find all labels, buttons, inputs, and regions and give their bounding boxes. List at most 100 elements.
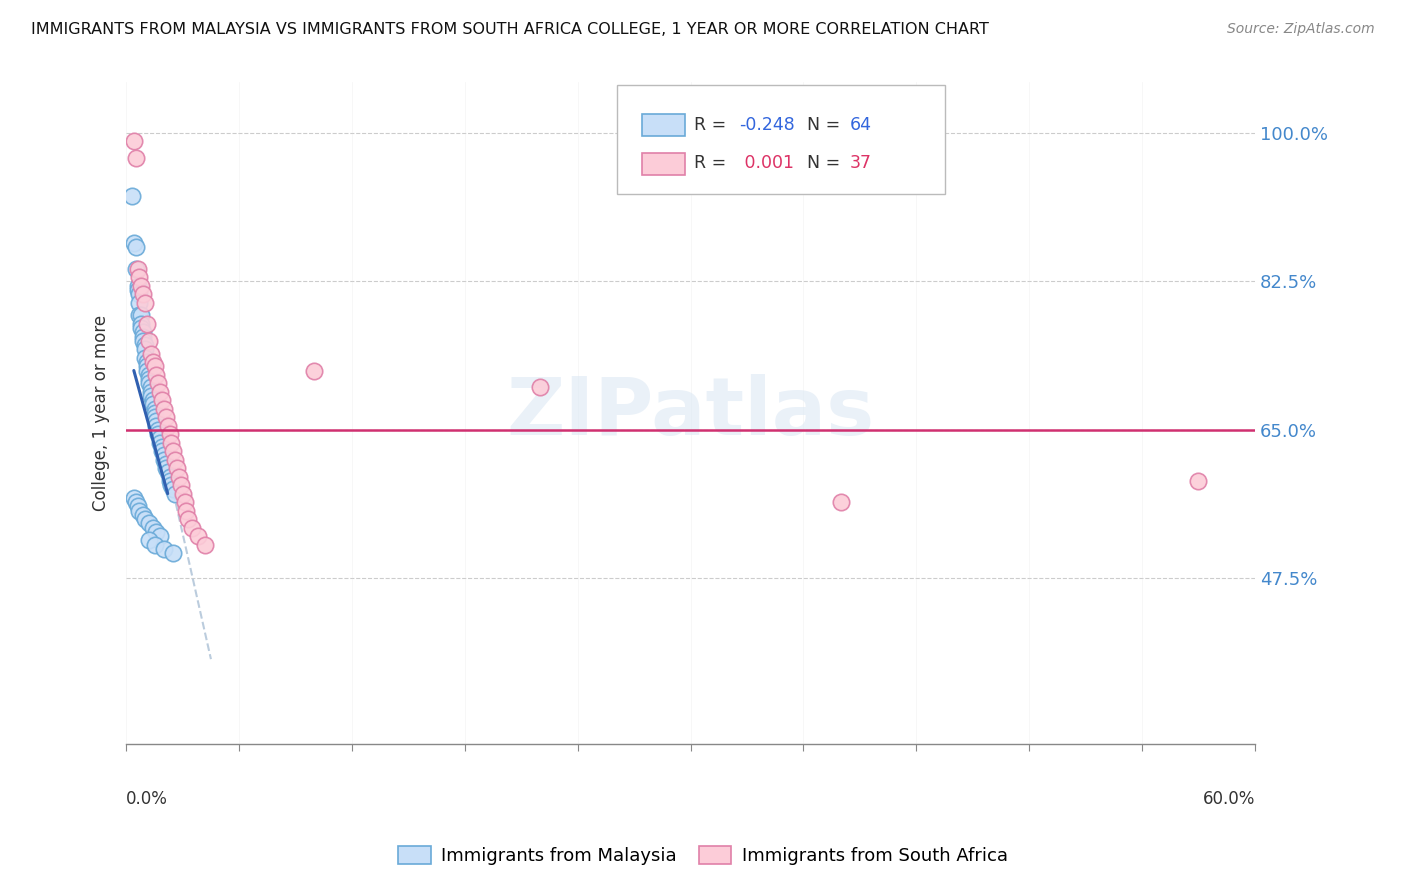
Point [134,512,156,526]
Point [132,329,155,343]
Point [122,134,145,148]
Legend: Immigrants from Malaysia, Immigrants from South Africa: Immigrants from Malaysia, Immigrants fro… [391,839,1015,872]
Point [134,351,156,365]
Point [128,309,150,323]
Point [150,444,173,458]
Point [149,432,172,446]
Text: N =: N = [807,116,845,134]
Point [125,495,148,509]
Point [148,427,170,442]
Point [136,317,159,331]
Point [122,236,145,251]
Point [142,397,165,411]
Text: 0.0%: 0.0% [127,790,169,808]
Point [139,384,162,399]
Point [145,524,167,539]
Point [134,343,156,357]
Point [155,410,177,425]
FancyBboxPatch shape [617,86,945,194]
Point [160,435,183,450]
Point [1187,474,1209,488]
Point [187,529,209,543]
Point [132,326,155,340]
Y-axis label: College, 1 year or more: College, 1 year or more [93,315,110,511]
Point [145,418,167,433]
Point [132,334,155,348]
Point [127,278,149,293]
Point [136,355,159,369]
Point [149,384,172,399]
Text: R =: R = [695,116,731,134]
Point [139,389,162,403]
Point [122,491,145,505]
Point [830,495,852,509]
Point [155,461,177,475]
Point [143,401,166,416]
Point [139,346,162,360]
Point [165,452,187,467]
Point [131,309,153,323]
Point [138,533,160,548]
Point [136,363,159,377]
Point [148,376,170,391]
Point [167,469,190,483]
Point [150,393,173,408]
Point [128,287,150,301]
Text: IMMIGRANTS FROM MALAYSIA VS IMMIGRANTS FROM SOUTH AFRICA COLLEGE, 1 YEAR OR MORE: IMMIGRANTS FROM MALAYSIA VS IMMIGRANTS F… [31,22,988,37]
Point [149,435,172,450]
Point [148,423,170,437]
Point [529,380,551,394]
Point [131,321,153,335]
Point [134,338,156,352]
Point [153,449,176,463]
FancyBboxPatch shape [643,153,685,175]
Point [162,546,184,560]
Point [156,418,179,433]
Point [134,295,156,310]
Point [160,478,183,492]
Point [139,380,162,394]
Point [170,478,193,492]
Point [138,334,160,348]
Point [143,406,166,420]
Point [128,295,150,310]
Text: N =: N = [807,154,845,172]
Text: 64: 64 [849,116,872,134]
Text: R =: R = [695,154,731,172]
Point [138,376,160,391]
Point [166,461,188,475]
Point [125,261,148,276]
Point [173,495,195,509]
FancyBboxPatch shape [643,114,685,136]
Point [150,440,173,454]
Point [132,508,155,522]
Point [128,503,150,517]
Text: Source: ZipAtlas.com: Source: ZipAtlas.com [1227,22,1375,37]
Point [181,520,204,534]
Text: 37: 37 [849,154,872,172]
Point [176,503,198,517]
Point [145,414,167,428]
Point [128,270,150,285]
Point [143,537,166,551]
Text: 0.001: 0.001 [740,154,794,172]
Point [136,359,159,374]
Point [143,359,166,374]
Point [142,393,165,408]
Point [156,466,179,480]
Point [153,452,176,467]
Point [159,427,181,442]
Point [149,529,172,543]
Point [155,457,177,471]
Point [162,444,184,458]
Point [121,189,143,203]
Point [131,278,153,293]
Point [159,474,181,488]
Text: -0.248: -0.248 [740,116,794,134]
Point [138,368,160,382]
Point [153,541,176,556]
Point [142,520,165,534]
Point [162,483,184,497]
Point [304,363,326,377]
Point [165,486,187,500]
